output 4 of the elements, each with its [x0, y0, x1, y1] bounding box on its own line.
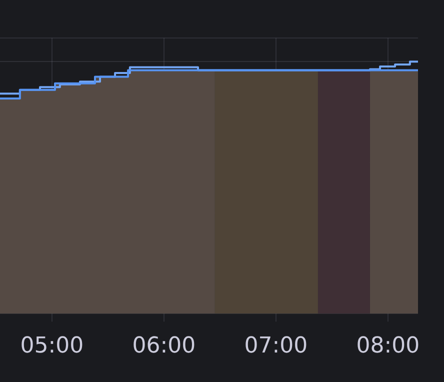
x-tick-label: 06:00 [132, 334, 196, 359]
x-tick-label: 08:00 [356, 334, 420, 359]
x-tick-label: 05:00 [20, 334, 84, 359]
x-tick-label: 07:00 [244, 334, 308, 359]
